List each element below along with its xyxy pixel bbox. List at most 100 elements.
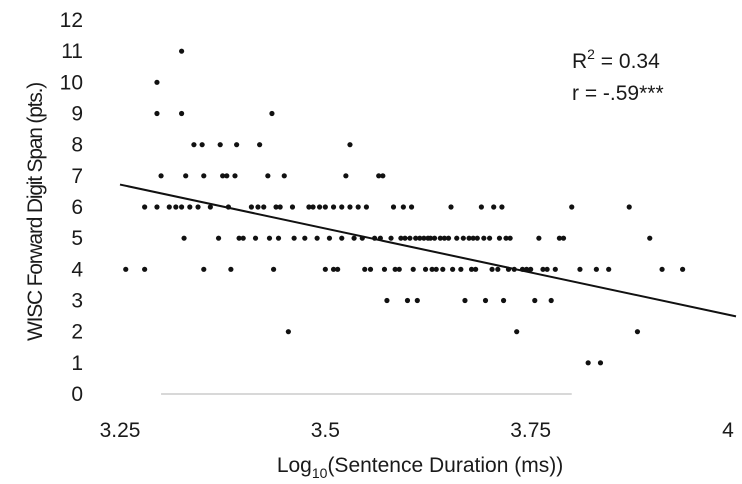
data-point xyxy=(302,235,308,241)
data-point xyxy=(496,235,503,241)
data-point xyxy=(343,173,349,179)
data-point xyxy=(187,204,193,210)
data-point xyxy=(680,266,686,272)
data-point xyxy=(199,142,205,148)
x-tick-label: 3.5 xyxy=(311,419,340,442)
data-point xyxy=(384,297,390,304)
data-point xyxy=(503,235,509,241)
data-point xyxy=(207,204,213,210)
data-point xyxy=(236,235,242,241)
data-point xyxy=(556,235,563,241)
data-point xyxy=(330,204,337,210)
data-point xyxy=(400,204,406,210)
data-point xyxy=(195,204,201,210)
data-point xyxy=(417,235,423,241)
data-point xyxy=(626,204,632,210)
data-point xyxy=(536,235,542,241)
data-point xyxy=(507,235,513,241)
r-annotation: r = -.59*** xyxy=(572,82,664,105)
data-point xyxy=(437,235,443,241)
data-point xyxy=(408,204,415,210)
data-point xyxy=(273,204,279,210)
data-point xyxy=(339,204,345,210)
data-point xyxy=(454,235,460,241)
data-point xyxy=(396,266,402,272)
data-point xyxy=(224,173,230,179)
data-point xyxy=(330,266,337,272)
data-point xyxy=(322,204,328,210)
data-point xyxy=(281,173,287,179)
data-point xyxy=(154,110,160,117)
data-point xyxy=(474,235,480,241)
y-tick-label: 9 xyxy=(71,103,83,126)
data-point xyxy=(544,266,550,272)
data-point xyxy=(473,266,479,272)
data-point xyxy=(201,266,207,272)
data-point xyxy=(201,173,207,179)
data-point xyxy=(179,48,185,54)
data-point xyxy=(248,204,255,210)
data-point xyxy=(347,204,353,210)
data-point xyxy=(422,266,429,272)
data-point xyxy=(173,204,179,210)
r2-value: = 0.34 xyxy=(595,50,660,73)
data-point xyxy=(499,204,505,210)
data-point xyxy=(183,173,189,179)
y-tick-label: 7 xyxy=(71,165,83,188)
data-point xyxy=(528,266,534,272)
data-points xyxy=(123,48,686,366)
data-point xyxy=(585,360,591,366)
data-point xyxy=(316,204,323,210)
data-point xyxy=(659,266,665,272)
data-point xyxy=(407,235,413,241)
y-tick-label: 2 xyxy=(71,321,83,344)
data-point xyxy=(355,204,361,210)
data-point xyxy=(142,266,148,272)
data-point xyxy=(291,235,297,241)
data-point xyxy=(215,235,222,241)
y-tick-label: 3 xyxy=(71,290,83,313)
data-point xyxy=(577,266,583,272)
r2-label: R xyxy=(572,50,587,73)
data-point xyxy=(532,297,538,304)
y-tick-label: 11 xyxy=(61,40,83,63)
data-point xyxy=(270,266,277,272)
y-tick-label: 8 xyxy=(71,134,83,157)
data-point xyxy=(347,142,353,148)
data-point xyxy=(314,235,320,241)
data-point xyxy=(398,235,404,241)
data-point xyxy=(647,235,653,241)
data-point xyxy=(392,266,398,272)
data-point xyxy=(362,266,368,272)
data-point xyxy=(181,235,187,241)
data-point xyxy=(289,204,296,210)
data-point xyxy=(142,204,148,210)
data-point xyxy=(277,204,283,210)
data-point xyxy=(363,204,369,210)
data-point xyxy=(402,235,408,241)
data-point xyxy=(390,204,397,210)
data-point xyxy=(217,142,223,148)
data-point xyxy=(429,266,435,272)
r2-superscript: 2 xyxy=(587,46,595,62)
data-point xyxy=(440,266,446,272)
data-point xyxy=(376,173,382,179)
x-tick-label: 3.25 xyxy=(100,419,141,442)
y-tick-label: 12 xyxy=(60,9,83,32)
data-point xyxy=(179,204,185,210)
data-point xyxy=(569,204,575,210)
data-point xyxy=(388,235,394,241)
data-point xyxy=(414,297,420,304)
data-point xyxy=(487,235,493,241)
x-axis-tick-labels: 3.25 3.5 3.75 4 xyxy=(100,419,735,442)
data-point xyxy=(154,79,160,85)
data-point xyxy=(445,235,452,241)
data-point xyxy=(269,110,275,117)
data-point xyxy=(482,297,489,304)
data-point xyxy=(257,142,263,148)
data-point xyxy=(228,266,234,272)
data-point xyxy=(410,266,416,272)
data-point xyxy=(381,266,388,272)
